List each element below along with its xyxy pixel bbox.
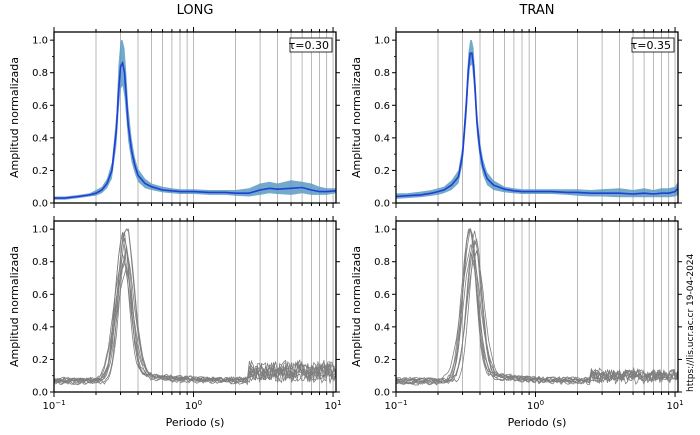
y-tick-label: 0.2: [374, 166, 390, 177]
mean-line: [395, 52, 679, 198]
watermark: https://lis.ucr.ac.cr 19-04-2024: [686, 253, 696, 392]
y-tick-label: 0.0: [32, 388, 48, 399]
grid-lines: [95, 32, 334, 203]
chart-title: LONG: [177, 3, 214, 18]
x-tick-label: 100: [185, 399, 202, 412]
y-tick-label: 1.0: [32, 36, 48, 47]
x-axis: [53, 27, 334, 208]
record-line: [53, 262, 337, 383]
y-tick-label: 0.2: [32, 166, 48, 177]
x-axis-label: Periodo (s): [508, 416, 567, 429]
x-axis-label: Periodo (s): [166, 416, 225, 429]
x-tick-exponent: 1: [679, 399, 683, 407]
y-tick-label: 0.4: [32, 322, 48, 333]
annotation-box: [631, 37, 675, 53]
panel-top-right: τ=0.35 0.0 0.2 0.4 0.6 0.8 1.0 Amplitud normali…: [350, 3, 682, 210]
y-tick-label: 0.6: [374, 101, 390, 112]
y-tick-label: 0.8: [32, 68, 48, 79]
x-tick-exponent: 0: [198, 399, 202, 407]
y-tick-label: 0.8: [32, 257, 48, 268]
x-tick-exponent: 0: [540, 399, 544, 407]
plot-frame: [395, 31, 679, 204]
y-tick-label: 0.6: [374, 290, 390, 301]
x-tick-label: 101: [666, 399, 683, 412]
annotation-text: τ=0.35: [631, 39, 671, 52]
y-tick-label: 0.2: [32, 355, 48, 366]
y-tick-label: 1.0: [32, 225, 48, 236]
x-tick-exponent: −1: [397, 399, 407, 407]
y-tick-label: 0.0: [374, 199, 390, 210]
x-tick-label: 10−1: [384, 399, 407, 412]
record-line: [53, 266, 337, 383]
y-tick-label: 0.8: [374, 257, 390, 268]
y-axis-label: Amplitud normalizada: [350, 246, 363, 367]
grid-lines: [437, 32, 676, 203]
y-axis: 0.0 0.2 0.4 0.6 0.8 1.0: [374, 36, 682, 210]
y-tick-label: 0.6: [32, 101, 48, 112]
y-axis: 0.0 0.2 0.4 0.6 0.8 1.0: [32, 36, 340, 210]
x-tick-exponent: −1: [55, 399, 65, 407]
record-line: [395, 251, 679, 385]
y-axis-label: Amplitud normalizada: [8, 57, 21, 178]
plot-frame: [53, 31, 337, 204]
y-tick-label: 1.0: [374, 225, 390, 236]
annotation-text: τ=0.30: [289, 39, 329, 52]
x-tick-label: 101: [324, 399, 341, 412]
y-tick-label: 0.4: [32, 133, 48, 144]
y-tick-label: 0.6: [32, 290, 48, 301]
y-axis-label: Amplitud normalizada: [8, 246, 21, 367]
grid-lines: [95, 221, 334, 392]
y-axis: 0.0 0.2 0.4 0.6 0.8 1.0: [374, 225, 682, 399]
x-tick-label: 10−1: [42, 399, 65, 412]
record-line: [53, 253, 337, 382]
y-tick-label: 0.0: [32, 199, 48, 210]
record-line: [395, 238, 679, 385]
y-axis-label: Amplitud normalizada: [350, 57, 363, 178]
y-tick-label: 0.8: [374, 68, 390, 79]
chart-title: TRAN: [518, 3, 554, 18]
panel-top-left: τ=0.30 0.0 0.2 0.4 0.6 0.8 1.0 Amplitud normali…: [8, 3, 340, 210]
plot-frame: [395, 220, 679, 393]
x-tick-label: 100: [527, 399, 544, 412]
plot-frame: [53, 220, 337, 393]
x-axis: [395, 27, 676, 208]
y-tick-label: 0.2: [374, 355, 390, 366]
mean-line: [54, 60, 337, 199]
y-axis: 0.0 0.2 0.4 0.6 0.8 1.0: [32, 225, 340, 399]
y-tick-label: 0.4: [374, 322, 390, 333]
record-line: [53, 245, 337, 386]
y-tick-label: 0.4: [374, 133, 390, 144]
y-tick-label: 0.0: [374, 388, 390, 399]
x-tick-exponent: 1: [337, 399, 341, 407]
tau-annotation: τ=0.35: [631, 37, 675, 53]
annotation-box: [289, 37, 333, 53]
tau-annotation: τ=0.30: [289, 37, 333, 53]
y-tick-label: 1.0: [374, 36, 390, 47]
record-line: [53, 248, 337, 382]
